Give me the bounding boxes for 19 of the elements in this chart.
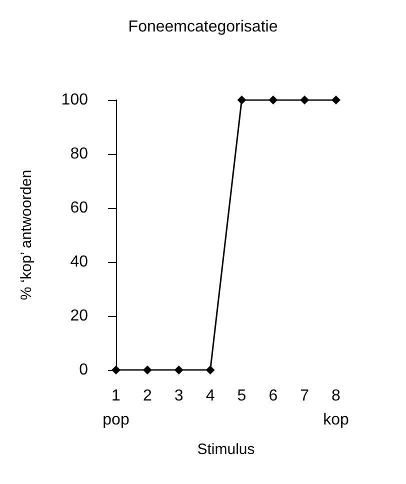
y-tick-label: 20 (70, 308, 88, 324)
x-tick-label: 8 (332, 388, 341, 404)
x-axis-title: Stimulus (197, 441, 255, 458)
text: pop (102, 412, 130, 428)
chart-title: Foneemcategorisatie (128, 18, 278, 36)
x-tick-label: 1 (112, 388, 121, 404)
text: kop (323, 412, 349, 428)
x-tick-label: 6 (268, 388, 278, 404)
y-tick-label: 100 (61, 92, 88, 108)
y-axis-title: % ‘kop’ antwoorden (18, 170, 35, 300)
x-tick-label: 2 (142, 388, 152, 404)
x-tick-label: 5 (237, 388, 246, 404)
y-tick-label: 40 (70, 254, 88, 270)
x-tick-label: 3 (174, 388, 184, 404)
x-tick-label: 7 (300, 388, 310, 404)
y-tick-label: 0 (79, 362, 88, 378)
y-tick-label: 80 (70, 146, 88, 162)
y-tick-label: 60 (70, 200, 88, 216)
x-tick-label: 4 (206, 388, 215, 404)
